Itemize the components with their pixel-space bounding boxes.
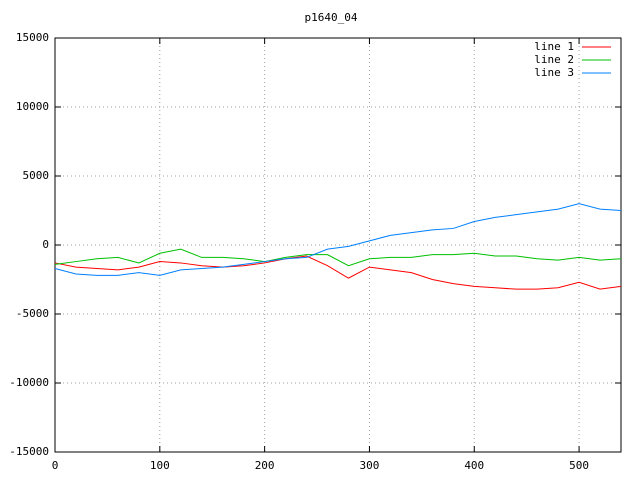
x-tick-label: 100 [150, 459, 170, 472]
y-tick-label: 15000 [16, 31, 49, 44]
x-tick-label: 500 [569, 459, 589, 472]
y-tick-label: -5000 [16, 307, 49, 320]
plot-frame [54, 37, 622, 453]
legend-label: line 1 [534, 40, 574, 53]
y-tick-label: -15000 [9, 445, 49, 458]
x-tick-label: 0 [52, 459, 59, 472]
legend-label: line 3 [534, 66, 574, 79]
legend-label: line 2 [534, 53, 574, 66]
y-tick-label: 5000 [23, 169, 50, 182]
y-tick-label: -10000 [9, 376, 49, 389]
x-tick-label: 300 [360, 459, 380, 472]
chart-title: p1640_04 [305, 11, 358, 24]
y-tick-label: 10000 [16, 100, 49, 113]
x-tick-label: 200 [255, 459, 275, 472]
y-tick-label: 0 [42, 238, 49, 251]
series-line [54, 203, 622, 276]
x-tick-label: 400 [464, 459, 484, 472]
series-line [54, 248, 622, 267]
series-line [54, 255, 622, 290]
